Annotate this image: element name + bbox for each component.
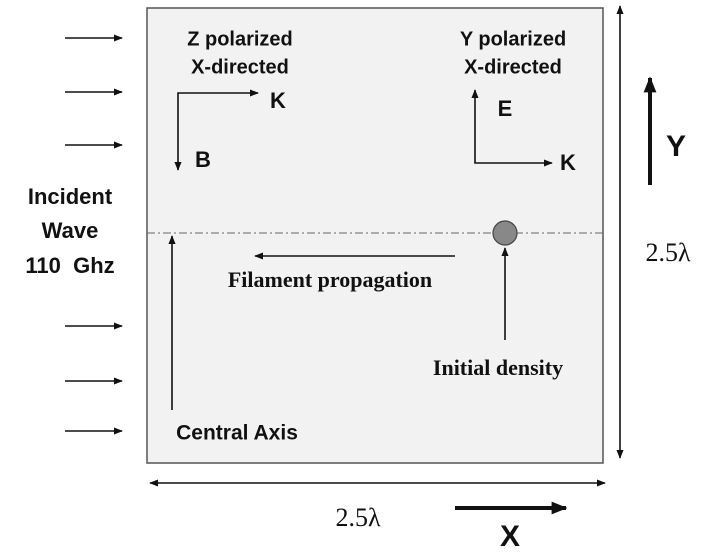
width-label: 2.5λ <box>335 503 381 532</box>
left-title: Z polarized <box>187 28 293 50</box>
domain-box <box>146 7 604 464</box>
b-label: B <box>195 147 211 172</box>
y-axis-label: Y <box>666 130 686 163</box>
right-title: Y polarized <box>460 28 566 50</box>
x-axis-label: X <box>500 520 520 552</box>
ek-arrows <box>471 89 553 167</box>
k-label: K <box>270 88 286 113</box>
k-label: K <box>560 150 576 175</box>
central-axis-label: Central Axis <box>176 422 298 445</box>
height-label: 2.5λ <box>645 238 691 267</box>
incident-label: Wave <box>42 218 99 243</box>
e-label: E <box>498 96 513 121</box>
filament-label: Filament propagation <box>228 267 432 292</box>
incident-arrows <box>65 34 123 435</box>
density-label: Initial density <box>433 355 563 380</box>
incident-label: 110 Ghz <box>25 253 114 278</box>
initial-density-dot <box>492 220 518 246</box>
right-title: X-directed <box>464 56 562 78</box>
incident-label: Incident <box>28 184 113 209</box>
kb-arrows <box>174 89 259 171</box>
left-title: X-directed <box>191 56 289 78</box>
